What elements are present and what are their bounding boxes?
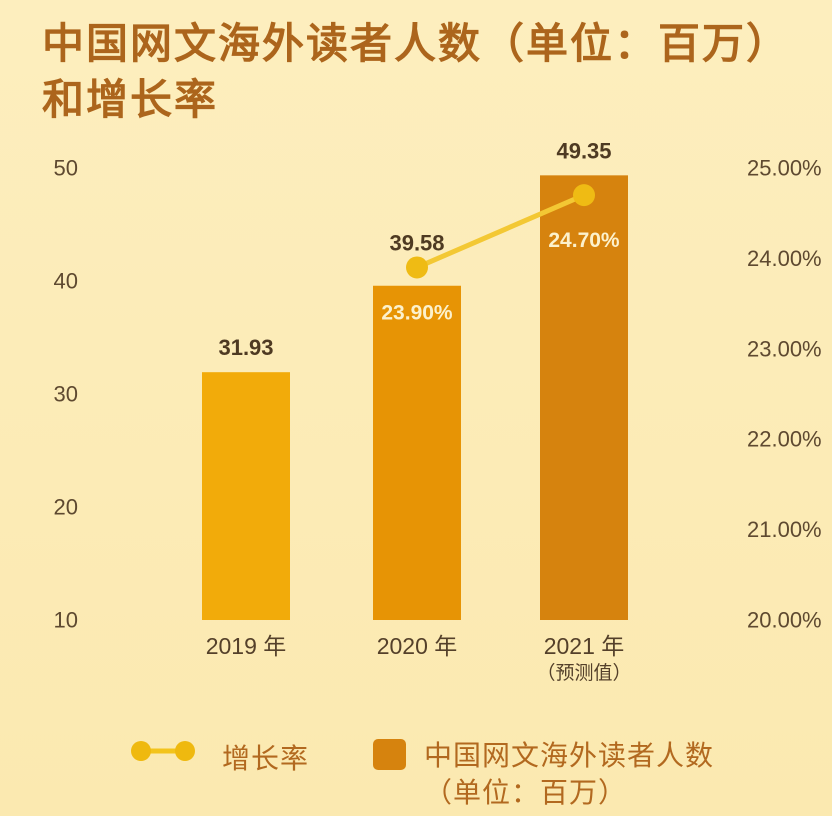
readers-bar-icon [373, 739, 406, 770]
chart-title: 中国网文海外读者人数（单位：百万） 和增长率 [42, 16, 832, 128]
growth-rate-line-icon [131, 741, 195, 761]
left-axis-tick-40: 40 [54, 269, 78, 294]
combo-chart: 50 40 30 20 10 25.00% 24.00% 23.00% 22.00% 21.00%… [54, 138, 822, 684]
x-axis-label-2019: 2019 年 [206, 633, 287, 659]
legend-readers-label: 中国网文海外读者人数 （单位：百万） [424, 737, 764, 811]
x-axis-label-2020: 2020 年 [377, 633, 458, 659]
growth-rate-line-icon-bar [141, 748, 185, 754]
growth-rate-line-icon-dot-left [131, 741, 151, 761]
growth-rate-line-icon-dot-right [175, 741, 195, 761]
legend-growth-rate-label: 增长率 [222, 743, 310, 774]
right-axis-tick-2100: 21.00% [747, 517, 822, 542]
growth-rate-label-2020: 23.90% [381, 301, 453, 324]
bar-value-label-2021: 49.35 [556, 138, 611, 163]
left-axis-tick-10: 10 [54, 608, 78, 633]
bar-2019 [202, 372, 290, 620]
right-axis-tick-2000: 20.00% [747, 608, 822, 633]
right-axis-tick-2400: 24.00% [747, 246, 822, 271]
bar-value-label-2019: 31.93 [218, 335, 273, 360]
left-axis-tick-50: 50 [54, 156, 78, 181]
right-axis-tick-2500: 25.00% [747, 156, 822, 181]
left-axis-tick-20: 20 [54, 495, 78, 520]
left-axis-tick-30: 30 [54, 382, 78, 407]
growth-rate-line [414, 192, 587, 270]
right-axis-tick-2300: 23.00% [747, 336, 822, 361]
chart-title-line-2: 和增长率 [42, 76, 219, 123]
legend-readers-label-line-2: （单位：百万） [424, 777, 628, 808]
bar-value-label-2020: 39.58 [389, 230, 444, 255]
legend-readers-label-line-1: 中国网文海外读者人数 [424, 740, 715, 771]
chart-title-line-1: 中国网文海外读者人数（单位：百万） [42, 20, 791, 67]
x-axis-label-2021: 2021 年 [544, 633, 625, 659]
growth-rate-marker-2020 [406, 256, 428, 279]
x-axis-sublabel-2021: （预测值） [536, 662, 631, 684]
bar-2021 [540, 175, 628, 620]
bar-2020 [373, 285, 461, 620]
right-axis-tick-2200: 22.00% [747, 427, 822, 452]
growth-rate-marker-2021 [573, 184, 595, 207]
growth-rate-label-2021: 24.70% [548, 229, 620, 252]
